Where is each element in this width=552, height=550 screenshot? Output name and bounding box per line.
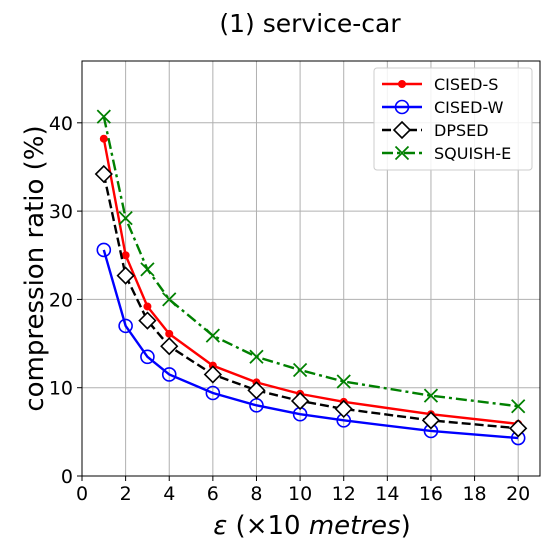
x-marker-stroke [118, 211, 133, 226]
data-point [94, 164, 113, 184]
x-marker-stroke [162, 292, 177, 307]
data-point [205, 385, 221, 401]
data-point [334, 399, 353, 419]
y-axis-label: compression ratio (%) [20, 125, 50, 411]
legend-marker [392, 120, 412, 140]
x-axis-prefix: (×10 [227, 511, 309, 541]
x-tick-label: 10 [288, 483, 312, 505]
data-point [138, 311, 157, 330]
legend-entry: CISED-S [382, 75, 498, 94]
x-marker-stroke [423, 388, 439, 403]
x-tick-label: 18 [462, 483, 486, 505]
data-point [99, 134, 108, 143]
legend-marker [394, 145, 410, 161]
series-cised-s [99, 134, 523, 428]
series-line [102, 173, 519, 430]
data-point [161, 367, 177, 382]
series-line [102, 249, 519, 440]
x-tick-label: 12 [332, 483, 356, 505]
data-point [116, 266, 135, 285]
legend-marker [398, 80, 406, 88]
legend-label: CISED-W [434, 98, 504, 117]
x-tick-label: 8 [250, 483, 262, 505]
chart-title: (1) service-car [219, 9, 401, 38]
plot-area [81, 60, 541, 477]
data-point [509, 419, 528, 438]
data-point [336, 374, 351, 389]
data-point [118, 318, 133, 334]
axis-ticks: 0 2 4 6 8 10 12 14 16 18 20 0 10 20 30 40 [49, 113, 530, 505]
y-tick-label: 10 [49, 378, 73, 400]
data-point [96, 242, 112, 258]
legend-box [373, 67, 533, 171]
x-axis-suffix: ) [401, 511, 411, 541]
series-dpsed [94, 164, 528, 438]
x-marker-stroke [249, 349, 264, 364]
x-tick-label: 20 [506, 483, 530, 505]
x-marker-stroke [511, 399, 526, 414]
series-squish-e [96, 109, 526, 414]
series-layer [94, 109, 528, 446]
data-point [160, 337, 179, 356]
x-axis-label: ε (×10 metres) [213, 511, 411, 541]
data-point [205, 328, 220, 343]
data-point [118, 211, 133, 226]
x-axis-unit: metres [309, 511, 401, 541]
data-point [423, 388, 439, 403]
y-tick-label: 30 [49, 201, 73, 223]
data-point [249, 349, 264, 364]
x-axis-symbol: ε [213, 511, 227, 541]
data-point [421, 411, 441, 430]
legend-entry: DPSED [382, 120, 489, 140]
x-tick-label: 16 [419, 483, 443, 505]
x-marker-stroke [96, 109, 111, 124]
x-tick-label: 4 [163, 483, 175, 505]
x-marker-stroke [336, 374, 351, 389]
series-cised-w [96, 242, 526, 446]
x-marker-stroke [205, 328, 220, 343]
x-tick-label: 0 [76, 483, 88, 505]
legend-label: SQUISH-E [434, 144, 511, 163]
x-marker-stroke [394, 145, 410, 161]
data-point [292, 362, 308, 378]
data-point [96, 109, 111, 124]
series-line [102, 138, 519, 426]
data-point [511, 399, 526, 414]
data-point [140, 262, 155, 277]
legend-label: DPSED [434, 121, 489, 140]
y-tick-label: 20 [49, 289, 73, 311]
data-point [143, 302, 152, 311]
data-point [140, 349, 155, 365]
legend-label: CISED-S [434, 75, 498, 94]
x-marker-stroke [292, 362, 308, 378]
data-point [165, 329, 174, 338]
legend-marker [394, 99, 410, 115]
legend-entry: CISED-W [382, 98, 504, 117]
data-point [247, 381, 266, 400]
x-tick-label: 6 [207, 483, 219, 505]
data-point [121, 251, 130, 260]
y-tick-label: 40 [49, 113, 73, 135]
data-point [162, 292, 177, 307]
x-tick-label: 2 [120, 483, 132, 505]
y-tick-label: 0 [61, 466, 73, 488]
x-marker-stroke [140, 262, 155, 277]
x-tick-label: 14 [375, 483, 399, 505]
data-point [290, 391, 310, 411]
data-point [203, 365, 222, 384]
legend: CISED-S CISED-W DPSED SQUISH-E [373, 67, 533, 171]
legend-entry: SQUISH-E [382, 144, 511, 163]
